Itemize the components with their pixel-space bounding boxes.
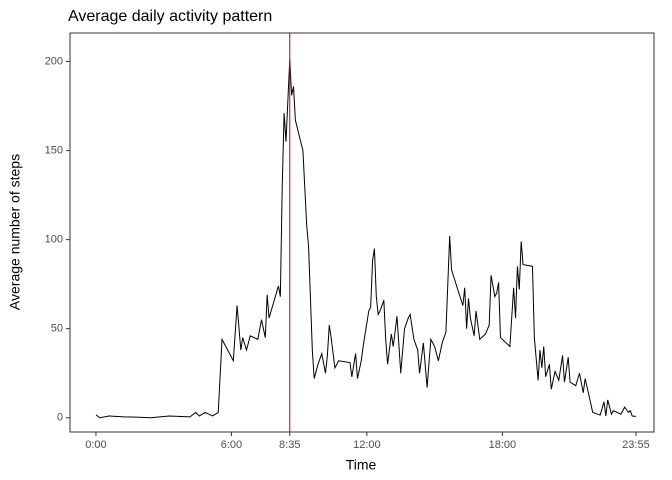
x-tick-label: 8:35 xyxy=(279,439,300,451)
y-tick-label: 50 xyxy=(51,323,63,335)
y-tick-label: 100 xyxy=(45,234,63,246)
y-tick-label: 150 xyxy=(45,144,63,156)
panel-border xyxy=(69,32,655,433)
y-tick-label: 200 xyxy=(45,55,63,67)
x-axis-label: Time xyxy=(346,457,377,473)
chart-title: Average daily activity pattern xyxy=(68,8,272,25)
x-tick-label: 12:00 xyxy=(353,439,381,451)
x-tick-label: 23:55 xyxy=(622,439,650,451)
x-tick-label: 6:00 xyxy=(221,439,242,451)
line xyxy=(95,59,636,419)
x-tick-label: 0:00 xyxy=(85,439,106,451)
y-tick-label: 0 xyxy=(57,412,63,424)
x-tick-label: 18:00 xyxy=(489,439,517,451)
y-axis-label: Average number of steps xyxy=(7,154,23,310)
